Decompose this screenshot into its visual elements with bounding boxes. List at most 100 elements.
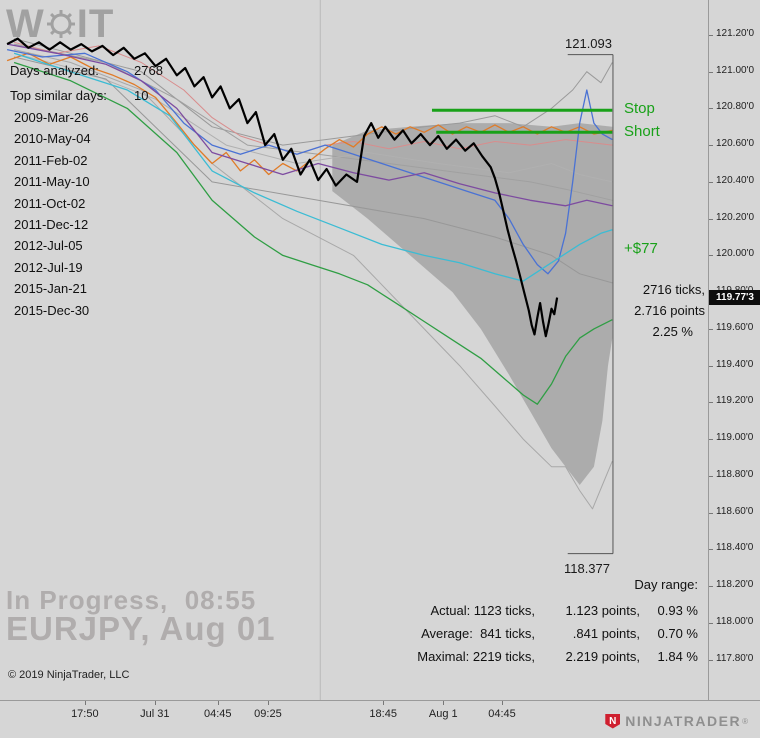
time-axis-label: 17:50 [71,708,99,720]
time-axis-label: 04:45 [203,708,232,720]
time-axis-tick [84,701,86,705]
price-axis-label: 120.20'0 [716,211,755,223]
price-axis-tick [709,402,713,404]
time-axis-label: 18:45 [369,708,397,720]
dr-ticks: Maximal: 2219 ticks, [417,649,535,664]
similar-day-date: 2010-May-04 [14,131,91,147]
price-axis-label: 121.00'0 [716,64,755,76]
day-range-panel: Day range: Actual: 1123 ticks, 1.123 poin… [400,577,698,668]
day-range-row: Average: 841 ticks, .841 points, 0.70 % [400,622,698,645]
price-axis-label: 121.20'0 [716,27,755,39]
time-axis-label: Aug 1 [428,708,458,720]
price-axis-label: 119.60'0 [716,321,754,333]
price-axis-tick [709,255,713,257]
price-axis-tick [709,439,713,441]
ninjatrader-logo-icon: N [605,713,621,729]
dr-ticks: Average: 841 ticks, [421,626,535,641]
top-similar-label: Top similar days: [10,88,107,103]
projected-range-low: 118.377 [563,561,610,576]
short-line-label: Short [624,123,660,140]
price-axis-tick [709,145,713,147]
time-axis-tick [501,701,503,705]
dr-ticks: Actual: 1123 ticks, [430,603,535,618]
stop-line-label: Stop [624,100,655,117]
similar-day-date: 2015-Jan-21 [14,281,87,297]
logo-letter-left: W [6,2,45,46]
similar-days-envelope [332,123,613,485]
price-axis-label: 119.20'0 [716,395,754,407]
price-axis-label: 117.80'0 [716,652,754,664]
similar-day-date: 2012-Jul-05 [14,238,83,254]
price-axis-label: 119.00'0 [716,432,754,444]
profit-label: +$77 [624,240,658,257]
similar-day-date: 2011-Feb-02 [14,152,88,168]
ticks-note-line1: 2716 ticks, [642,282,705,297]
price-axis-tick [709,181,713,183]
similar-day-date: 2011-Oct-02 [14,195,86,211]
price-axis-tick [709,586,713,588]
price-axis-tick [709,659,713,661]
current-price-badge: 119.77'3 [709,290,760,306]
time-axis[interactable]: 17:50 Jul 31 04:45 09:25 18:45 Aug 1 04:45 [0,700,760,738]
price-axis-tick [709,365,713,367]
price-axis[interactable]: 121.20'0 121.00'0 120.80'0 120.60'0 120.40'0… [708,0,760,700]
ticks-note-line2: 2.716 points [634,303,705,318]
similar-day-date: 2012-Jul-19 [14,259,83,275]
price-axis-tick [709,328,713,330]
price-axis-label: 118.80'0 [716,468,754,480]
series-orange [6,52,613,176]
price-axis-tick [709,622,713,624]
series-grey-high [13,38,613,146]
ninjatrader-brand-name: NINJATRADER [625,713,742,729]
copyright-text: © 2019 NinjaTrader, LLC [8,669,130,681]
similar-day-date: 2011-May-10 [14,174,90,190]
dr-pct: 0.93 % [657,603,698,618]
series-grey-mid3 [13,56,613,284]
top-similar-value: 10 [134,88,149,103]
day-range-row: Actual: 1123 ticks, 1.123 points, 0.93 % [400,599,698,622]
day-range-row: Maximal: 2219 ticks, 2.219 points, 1.84 % [400,645,698,668]
price-axis-label: 118.60'0 [716,505,754,517]
logo-letters-right: IT [76,2,115,46]
price-axis-label: 118.20'0 [716,579,754,591]
days-analyzed-label: Days analyzed: [10,63,99,78]
series-current-day [6,37,559,338]
day-range-title: Day range: [634,577,698,592]
dr-points: 2.219 points, [565,649,640,664]
progress-watermark: In Progress, 08:55 [6,585,257,615]
ninjatrader-brand: N NINJATRADER ® [605,713,748,729]
gear-icon [46,4,76,49]
wait-indicator-logo: W IT [6,0,114,49]
price-axis-label: 120.60'0 [716,138,755,150]
days-analyzed-row: Days analyzed: 2768 [10,58,163,83]
price-axis-label: 120.00'0 [716,248,755,260]
time-axis-tick [154,701,156,705]
top-similar-row: Top similar days: 10 [10,83,163,108]
series-grey-mid2 [13,52,613,183]
time-axis-tick [217,701,219,705]
price-axis-tick [709,475,713,477]
similar-day-date: 2015-Dec-30 [14,302,90,318]
series-blue [6,48,613,275]
registered-mark: ® [742,716,748,726]
ticks-note-line3: 2.25 % [652,324,693,339]
similar-day-date: 2009-Mar-26 [14,110,89,125]
price-axis-label: 118.40'0 [716,542,754,554]
time-axis-label: 09:25 [254,708,282,720]
time-axis-label: Jul 31 [140,708,170,720]
price-axis-tick [709,34,713,36]
symbol-watermark: EURJPY, Aug 01 [6,610,276,647]
price-axis-tick [709,108,713,110]
analysis-info: Days analyzed: 2768 Top similar days: 10 [10,58,163,108]
price-chart-canvas[interactable] [0,0,707,700]
similar-day-date: 2011-Dec-12 [14,217,89,233]
price-axis-tick [709,549,713,551]
dr-pct: 0.70 % [657,626,698,641]
projected-range-high: 121.093 [565,36,612,51]
price-axis-label: 120.40'0 [716,174,755,186]
day-range-rows: Actual: 1123 ticks, 1.123 points, 0.93 % Av… [400,599,698,668]
price-axis-tick [709,512,713,514]
price-axis-tick [709,218,713,220]
series-cyan [13,52,613,282]
